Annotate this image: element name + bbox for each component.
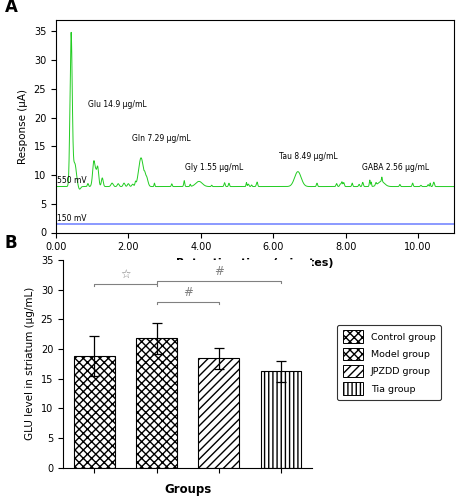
- Text: Tau 8.49 μg/mL: Tau 8.49 μg/mL: [279, 152, 337, 160]
- X-axis label: Retention time (minutes): Retention time (minutes): [177, 258, 334, 268]
- Text: B: B: [5, 234, 17, 252]
- Text: #: #: [214, 265, 224, 278]
- Text: #: #: [183, 286, 192, 299]
- Text: 150 mV: 150 mV: [57, 214, 87, 223]
- Y-axis label: Response (μA): Response (μA): [18, 89, 28, 164]
- Text: Gly 1.55 μg/mL: Gly 1.55 μg/mL: [185, 163, 243, 172]
- Bar: [137, 338, 177, 468]
- Text: Glu 14.9 μg/mL: Glu 14.9 μg/mL: [88, 100, 146, 109]
- Text: 550 mV: 550 mV: [57, 176, 87, 185]
- Text: GABA 2.56 μg/mL: GABA 2.56 μg/mL: [362, 163, 429, 172]
- X-axis label: Groups: Groups: [164, 483, 211, 496]
- Text: A: A: [5, 0, 18, 16]
- Bar: [260, 372, 301, 468]
- Text: ☆: ☆: [120, 268, 131, 281]
- Bar: [74, 356, 115, 468]
- Text: Gln 7.29 μg/mL: Gln 7.29 μg/mL: [132, 134, 191, 143]
- Legend: Control group, Model group, JPZDD group, Tia group: Control group, Model group, JPZDD group,…: [337, 325, 441, 400]
- Bar: [199, 358, 239, 468]
- Y-axis label: GLU level in striatum (μg/mL): GLU level in striatum (μg/mL): [25, 287, 35, 440]
